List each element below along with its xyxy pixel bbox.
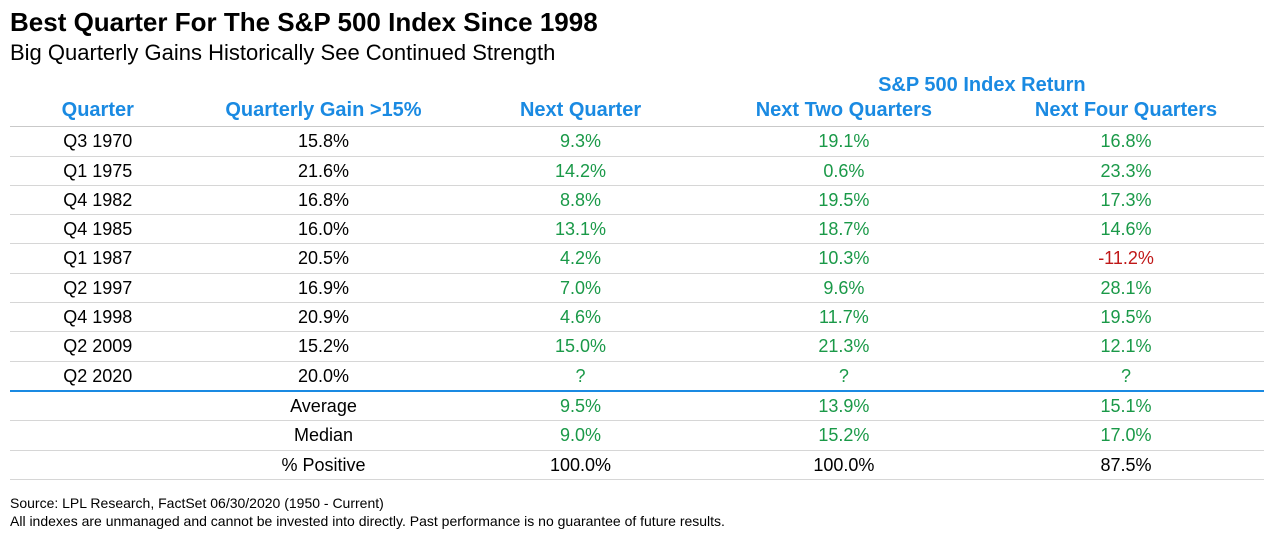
cell-gain: 20.0% — [186, 361, 462, 391]
table-row: Q2 202020.0%??? — [10, 361, 1264, 391]
footer-disclaimer: All indexes are unmanaged and cannot be … — [10, 512, 1264, 530]
group-header: S&P 500 Index Return — [700, 72, 1264, 97]
table-summary-row: Median9.0%15.2%17.0% — [10, 421, 1264, 450]
cell-summary-label: % Positive — [186, 450, 462, 479]
col-next-4q: Next Four Quarters — [988, 97, 1264, 127]
col-gain: Quarterly Gain >15% — [186, 97, 462, 127]
cell-gain: 16.8% — [186, 185, 462, 214]
col-next-q: Next Quarter — [461, 97, 699, 127]
page-title: Best Quarter For The S&P 500 Index Since… — [10, 8, 1264, 38]
table-row: Q2 200915.2%15.0%21.3%12.1% — [10, 332, 1264, 361]
table-group-header-row: S&P 500 Index Return — [10, 72, 1264, 97]
cell-next-2q: 19.5% — [700, 185, 988, 214]
cell-gain: 16.9% — [186, 273, 462, 302]
cell-next-4q: 23.3% — [988, 156, 1264, 185]
cell-next-4q: 12.1% — [988, 332, 1264, 361]
cell-next-2q: 21.3% — [700, 332, 988, 361]
cell-quarter: Q2 2009 — [10, 332, 186, 361]
cell-quarter: Q2 1997 — [10, 273, 186, 302]
page-container: Best Quarter For The S&P 500 Index Since… — [0, 0, 1280, 538]
cell-quarter: Q2 2020 — [10, 361, 186, 391]
cell-gain: 20.9% — [186, 303, 462, 332]
col-next-2q: Next Two Quarters — [700, 97, 988, 127]
cell-summary-next-2q: 100.0% — [700, 450, 988, 479]
cell-gain: 15.8% — [186, 127, 462, 156]
cell-gain: 15.2% — [186, 332, 462, 361]
cell-summary-empty — [10, 421, 186, 450]
cell-summary-next-q: 9.0% — [461, 421, 699, 450]
cell-summary-next-4q: 87.5% — [988, 450, 1264, 479]
cell-gain: 20.5% — [186, 244, 462, 273]
cell-gain: 21.6% — [186, 156, 462, 185]
cell-quarter: Q4 1985 — [10, 215, 186, 244]
table-summary-row: % Positive100.0%100.0%87.5% — [10, 450, 1264, 479]
table-row: Q4 198516.0%13.1%18.7%14.6% — [10, 215, 1264, 244]
cell-next-q: 14.2% — [461, 156, 699, 185]
cell-next-q: ? — [461, 361, 699, 391]
table-row: Q4 198216.8%8.8%19.5%17.3% — [10, 185, 1264, 214]
cell-next-q: 4.2% — [461, 244, 699, 273]
cell-next-2q: 19.1% — [700, 127, 988, 156]
cell-quarter: Q1 1987 — [10, 244, 186, 273]
cell-summary-label: Average — [186, 391, 462, 421]
cell-next-q: 13.1% — [461, 215, 699, 244]
page-subtitle: Big Quarterly Gains Historically See Con… — [10, 40, 1264, 66]
cell-summary-next-4q: 15.1% — [988, 391, 1264, 421]
cell-next-2q: 9.6% — [700, 273, 988, 302]
cell-next-q: 9.3% — [461, 127, 699, 156]
cell-quarter: Q3 1970 — [10, 127, 186, 156]
table-header-row: Quarter Quarterly Gain >15% Next Quarter… — [10, 97, 1264, 127]
table-row: Q1 198720.5%4.2%10.3%-11.2% — [10, 244, 1264, 273]
cell-next-2q: 11.7% — [700, 303, 988, 332]
cell-next-q: 7.0% — [461, 273, 699, 302]
cell-summary-next-2q: 13.9% — [700, 391, 988, 421]
col-quarter: Quarter — [10, 97, 186, 127]
table-summary-row: Average9.5%13.9%15.1% — [10, 391, 1264, 421]
table-row: Q1 197521.6%14.2%0.6%23.3% — [10, 156, 1264, 185]
cell-next-2q: 18.7% — [700, 215, 988, 244]
cell-next-4q: 14.6% — [988, 215, 1264, 244]
cell-next-2q: 0.6% — [700, 156, 988, 185]
cell-summary-empty — [10, 450, 186, 479]
cell-next-2q: 10.3% — [700, 244, 988, 273]
cell-next-4q: -11.2% — [988, 244, 1264, 273]
cell-gain: 16.0% — [186, 215, 462, 244]
cell-quarter: Q1 1975 — [10, 156, 186, 185]
cell-summary-next-q: 9.5% — [461, 391, 699, 421]
cell-next-q: 4.6% — [461, 303, 699, 332]
cell-next-4q: 19.5% — [988, 303, 1264, 332]
cell-summary-label: Median — [186, 421, 462, 450]
cell-next-4q: 17.3% — [988, 185, 1264, 214]
cell-summary-empty — [10, 391, 186, 421]
cell-next-2q: ? — [700, 361, 988, 391]
cell-next-4q: 28.1% — [988, 273, 1264, 302]
cell-next-4q: 16.8% — [988, 127, 1264, 156]
footer: Source: LPL Research, FactSet 06/30/2020… — [10, 494, 1264, 530]
table-row: Q3 197015.8%9.3%19.1%16.8% — [10, 127, 1264, 156]
cell-quarter: Q4 1998 — [10, 303, 186, 332]
table-row: Q2 199716.9%7.0%9.6%28.1% — [10, 273, 1264, 302]
cell-summary-next-q: 100.0% — [461, 450, 699, 479]
table-row: Q4 199820.9%4.6%11.7%19.5% — [10, 303, 1264, 332]
cell-quarter: Q4 1982 — [10, 185, 186, 214]
cell-summary-next-2q: 15.2% — [700, 421, 988, 450]
cell-next-4q: ? — [988, 361, 1264, 391]
sp500-table: S&P 500 Index Return Quarter Quarterly G… — [10, 72, 1264, 480]
cell-summary-next-4q: 17.0% — [988, 421, 1264, 450]
cell-next-q: 8.8% — [461, 185, 699, 214]
footer-source: Source: LPL Research, FactSet 06/30/2020… — [10, 494, 1264, 512]
cell-next-q: 15.0% — [461, 332, 699, 361]
